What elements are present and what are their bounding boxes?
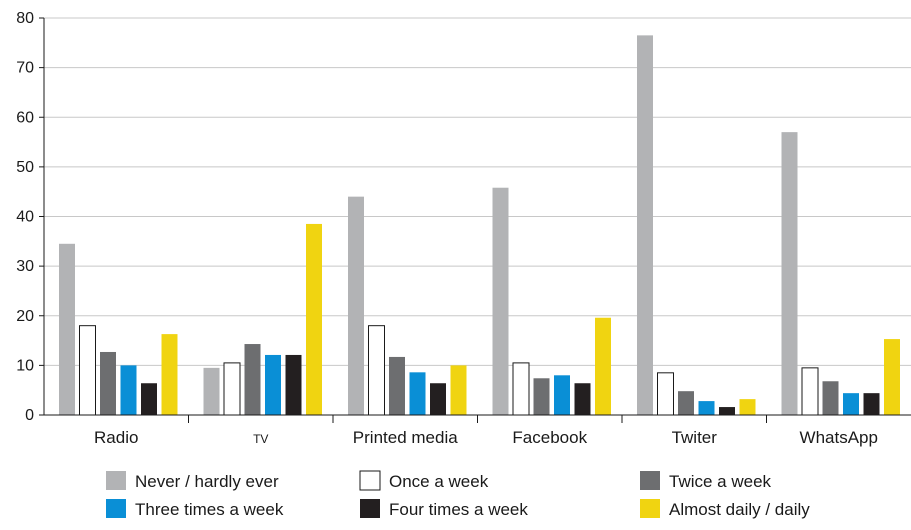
legend-swatch xyxy=(640,499,660,518)
bar xyxy=(100,351,116,415)
axes: 0 10 20 30 40 50 60 70 80 Radio TV Printed media Fac… xyxy=(16,10,911,447)
legend-swatch xyxy=(640,471,660,490)
bar xyxy=(265,354,281,415)
legend-label: Almost daily / daily xyxy=(669,500,810,519)
bar xyxy=(203,367,220,415)
bar xyxy=(801,367,819,416)
bar xyxy=(161,334,178,415)
bar xyxy=(409,372,426,415)
bar xyxy=(554,375,570,415)
y-tick-label: 70 xyxy=(16,60,34,77)
bars xyxy=(59,35,900,416)
bar xyxy=(637,35,653,416)
y-tick-label: 50 xyxy=(16,159,34,176)
y-tick-label: 0 xyxy=(25,407,34,424)
bar xyxy=(306,223,322,415)
bar xyxy=(698,401,715,415)
legend-swatch xyxy=(360,499,380,518)
legend: Never / hardly ever Once a week Twice a we… xyxy=(106,470,810,519)
bar xyxy=(719,407,735,415)
legend-label: Once a week xyxy=(389,472,489,491)
legend-label: Twice a week xyxy=(669,472,772,491)
bar xyxy=(244,344,261,415)
grid-lines xyxy=(44,17,911,366)
bar xyxy=(574,383,591,415)
bar xyxy=(430,383,446,415)
bar xyxy=(368,325,385,416)
bar xyxy=(595,317,611,415)
bar xyxy=(59,243,75,415)
bar xyxy=(492,187,509,415)
bar xyxy=(512,362,530,416)
x-tick-label: TV xyxy=(253,432,268,446)
legend-swatch xyxy=(359,470,381,491)
bar xyxy=(79,325,96,416)
legend-label: Four times a week xyxy=(389,500,528,519)
y-tick-label: 40 xyxy=(16,209,34,226)
bar xyxy=(822,381,839,415)
x-tick-label: Printed media xyxy=(353,428,458,447)
bar xyxy=(657,372,674,416)
x-tick-label: Radio xyxy=(94,428,138,447)
bar xyxy=(884,339,900,415)
y-tick-label: 60 xyxy=(16,109,34,126)
bar xyxy=(863,393,880,415)
y-tick-label: 30 xyxy=(16,258,34,275)
bar xyxy=(389,356,405,415)
bar xyxy=(739,399,756,415)
legend-label: Never / hardly ever xyxy=(135,472,279,491)
x-tick-label: Facebook xyxy=(512,428,587,447)
x-tick-label: WhatsApp xyxy=(800,428,878,447)
bar xyxy=(678,391,694,415)
bar xyxy=(285,354,302,415)
bar xyxy=(120,365,137,415)
legend-label: Three times a week xyxy=(135,500,284,519)
legend-swatch xyxy=(106,499,126,518)
y-tick-label: 80 xyxy=(16,10,34,27)
y-tick-label: 20 xyxy=(16,308,34,325)
bar xyxy=(781,132,798,415)
bar xyxy=(843,393,859,415)
bar xyxy=(348,196,364,415)
bar xyxy=(223,362,241,416)
bar xyxy=(533,378,550,415)
x-tick-label: Twiter xyxy=(672,428,718,447)
y-tick-label: 10 xyxy=(16,357,34,374)
bar xyxy=(141,383,157,415)
legend-swatch xyxy=(106,471,126,490)
bar xyxy=(450,365,467,415)
